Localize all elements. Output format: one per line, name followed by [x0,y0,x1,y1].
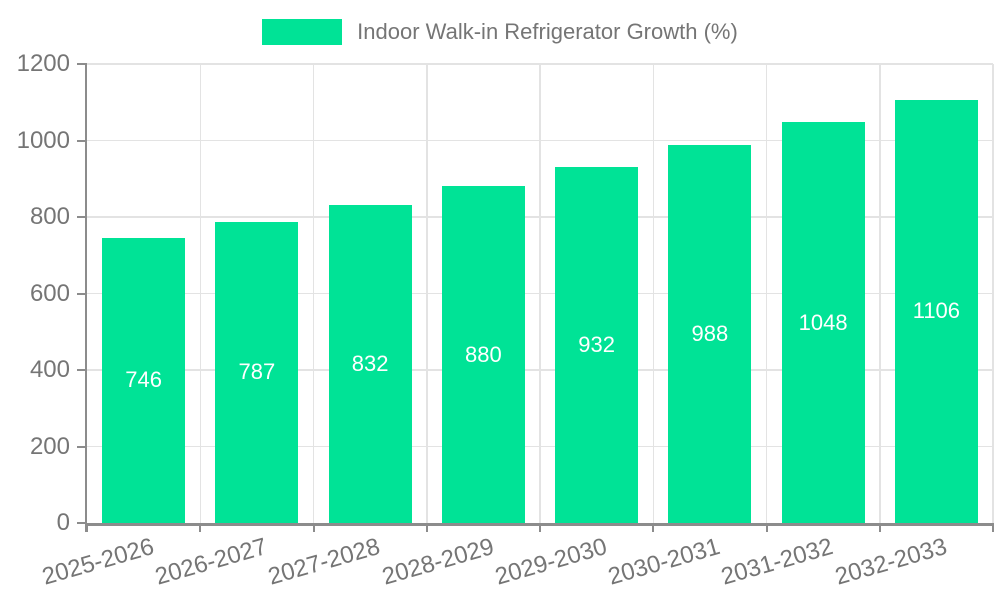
x-tick [992,523,994,532]
y-tick [77,522,87,524]
bar-value-label: 832 [351,350,389,376]
x-gridline [199,64,201,523]
bar: 832 [328,204,412,523]
y-tick [77,139,87,142]
x-tick-label: 2029-2030 [492,533,610,591]
bar: 1106 [894,99,978,523]
legend-label: Indoor Walk-in Refrigerator Growth (%) [357,19,738,44]
legend-swatch [262,19,343,45]
bar-value-label: 988 [691,321,729,347]
x-tick [765,523,768,532]
bar: 787 [215,221,299,523]
x-gridline [652,64,654,523]
y-tick-label: 200 [29,432,70,460]
legend: Indoor Walk-in Refrigerator Growth (%) [0,19,1000,45]
y-tick-label: 1000 [16,126,70,154]
x-gridline [426,64,428,523]
x-tick [652,523,655,532]
x-tick-label: 2027-2028 [265,533,384,591]
y-tick-label: 0 [56,509,70,536]
x-tick-label: 2031-2032 [718,533,837,591]
bar: 932 [555,166,639,523]
bar-value-label: 746 [125,367,162,393]
bar-value-label: 1048 [798,309,848,335]
bar-value-label: 932 [578,331,615,357]
y-tick-label: 800 [29,203,70,230]
x-tick [878,523,881,532]
y-tick [77,369,87,371]
y-tick-label: 600 [29,279,70,307]
y-tick [77,63,87,65]
x-tick-label: 2025-2026 [39,533,157,591]
x-tick [86,523,88,532]
bar: 746 [102,237,186,523]
bar: 1048 [781,122,865,523]
bar-value-label: 1106 [912,298,961,324]
x-gridline [992,64,994,523]
y-tick [77,216,87,218]
x-tick-label: 2026-2027 [152,533,271,591]
bar: 988 [668,145,752,523]
x-tick [312,523,315,532]
y-axis-line [85,64,87,532]
bar-value-label: 787 [238,359,276,385]
x-tick-label: 2032-2033 [831,533,950,591]
y-tick-label: 1200 [16,50,70,77]
x-tick [539,523,541,532]
x-tick [425,523,428,532]
x-tick [199,523,202,532]
x-gridline [765,64,768,523]
bar: 880 [441,186,525,523]
x-tick-label: 2030-2031 [605,533,724,591]
x-gridline [539,64,541,523]
x-gridline [312,64,315,523]
x-gridline [879,64,881,523]
y-tick [77,292,87,295]
y-tick [77,445,87,448]
x-tick-label: 2028-2029 [378,533,497,591]
x-axis-line [85,523,993,526]
y-tick-label: 400 [29,356,70,383]
bar-value-label: 880 [465,341,502,367]
